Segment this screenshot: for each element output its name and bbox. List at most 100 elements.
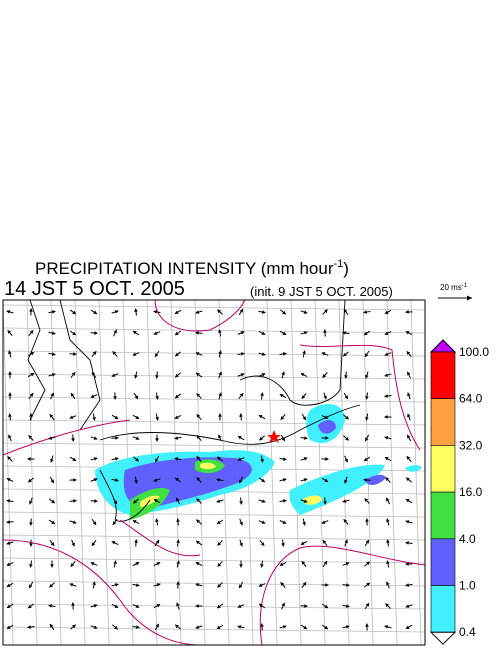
wind-arrow-head (281, 543, 285, 547)
wind-arrow-head (29, 564, 33, 568)
vector-scale-text: 20 ms (440, 283, 462, 292)
grid-line (3, 603, 425, 610)
wind-arrow-head (386, 518, 390, 523)
colorbar-label: 100.0 (459, 345, 489, 359)
wind-arrow-head (69, 583, 74, 587)
wind-arrow-head (363, 457, 368, 462)
wind-arrow-head (113, 329, 117, 334)
wind-arrow-head (261, 520, 266, 524)
wind-arrow-head (176, 539, 180, 543)
colorbar-label: 64.0 (459, 392, 483, 406)
wind-arrow-head (321, 520, 326, 524)
vector-scale-head (467, 295, 472, 301)
wind-arrow-head (175, 352, 179, 357)
wind-arrow-head (73, 499, 77, 503)
wind-arrow-head (216, 625, 221, 629)
colorbar: 100.0 64.0 32.0 16.0 4.0 1.0 0.4 (429, 339, 489, 645)
title-exponent: -1 (333, 258, 343, 270)
wind-arrow-head (196, 393, 201, 398)
wind-arrow-head (300, 373, 305, 377)
grid-line (3, 396, 425, 403)
wind-arrow-head (134, 395, 139, 400)
wind-arrow-head (364, 353, 369, 358)
wind-arrow-head (51, 331, 56, 335)
grid-line (314, 300, 326, 645)
wind-arrow-head (50, 458, 54, 463)
colorbar-segment (430, 585, 456, 633)
wind-arrow-head (6, 604, 11, 608)
wind-arrow-head (239, 501, 243, 505)
grid-line (3, 300, 14, 645)
wind-arrow-head (155, 539, 160, 544)
wind-arrow-head (134, 308, 138, 312)
wind-arrow-head (302, 350, 306, 355)
map-frame (2, 299, 426, 646)
wind-arrow-head (239, 308, 243, 313)
wind-arrow-head (216, 499, 221, 503)
wind-arrow-head (217, 583, 222, 588)
wind-arrow-head (363, 478, 367, 482)
wind-arrow-head (27, 457, 31, 461)
grid-line (3, 534, 425, 541)
wind-arrow-head (406, 351, 411, 355)
colorbar-over (429, 339, 457, 353)
wind-arrow-head (282, 331, 287, 335)
init-label: (init. 9 JST 5 OCT. 2005) (250, 284, 393, 299)
wind-arrow-head (73, 352, 77, 356)
wind-arrow-head (195, 372, 200, 377)
wind-arrow-head (174, 457, 179, 461)
wind-arrow-head (7, 330, 12, 334)
grid-line (74, 300, 86, 645)
wind-arrow-head (385, 603, 390, 608)
wind-arrow-head (365, 437, 369, 442)
wind-vectors (6, 308, 413, 631)
wind-arrow-head (29, 392, 34, 397)
wind-arrow-head (281, 437, 285, 442)
wind-arrow-head (384, 310, 389, 314)
wind-arrow-head (218, 392, 222, 397)
wind-arrow-head (261, 352, 266, 356)
wind-arrow-head (405, 625, 410, 629)
wind-arrow-head (302, 521, 306, 526)
colorbar-label: 16.0 (459, 485, 483, 499)
wind-arrow-head (93, 478, 98, 482)
wind-arrow-head (111, 541, 116, 545)
title-close: ) (343, 259, 349, 278)
wind-arrow-head (282, 310, 286, 315)
wind-arrow-head (71, 602, 75, 606)
wind-arrow-head (93, 436, 98, 440)
wind-arrow-head (261, 499, 266, 503)
wind-arrow-head (155, 438, 159, 442)
wind-arrow-head (111, 373, 116, 377)
wind-arrow-head (258, 603, 263, 608)
wind-arrow-head (385, 477, 390, 482)
wind-arrow-head (70, 392, 75, 397)
wind-arrow-head (69, 415, 74, 419)
grid-line (3, 304, 425, 311)
wind-arrow-head (195, 625, 200, 629)
wind-arrow-head (384, 331, 389, 335)
grid-line (410, 300, 422, 645)
wind-arrow-head (216, 478, 220, 482)
wind-arrow-head (135, 604, 140, 608)
wind-arrow-head (153, 499, 158, 503)
wind-arrow-head (91, 371, 96, 376)
wind-arrow-head (114, 415, 119, 419)
wind-arrow-head (216, 520, 221, 525)
wind-arrow-head (174, 624, 179, 629)
wind-arrow-head (29, 413, 33, 417)
wind-arrow-head (258, 415, 263, 419)
wind-arrow-head (6, 625, 11, 629)
wind-arrow-head (49, 413, 54, 418)
wind-arrow-head (283, 499, 287, 503)
wind-arrow-head (176, 518, 180, 522)
grid-line (3, 327, 425, 334)
wind-arrow-head (303, 499, 308, 503)
wind-arrow-head (342, 331, 346, 335)
wind-arrow-head (240, 373, 245, 377)
wind-arrow-head (384, 373, 389, 377)
wind-arrow-head (365, 602, 370, 607)
wind-arrow-head (176, 602, 180, 607)
wind-arrow-head (135, 562, 140, 566)
